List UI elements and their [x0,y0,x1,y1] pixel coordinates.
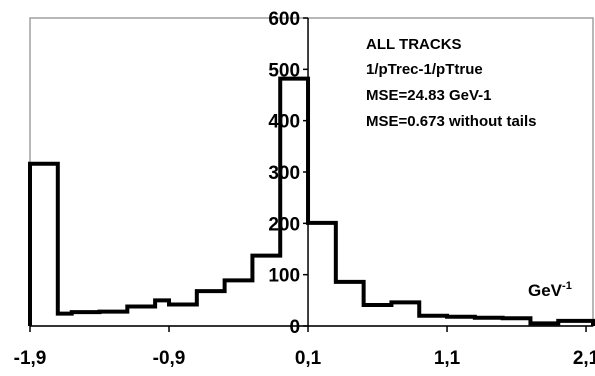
y-tick-labels: 0 100 200 300 400 500 600 [268,9,300,338]
histogram-bar [197,291,225,326]
x-tick-label: 2,1 [573,348,595,369]
y-tick-label: 100 [268,266,300,287]
annotation-quantity: 1/pTrec-1/pTtrue [366,61,483,78]
histogram-bar [169,304,197,326]
y-tick-label: 600 [268,9,300,30]
y-tick-label: 0 [289,317,300,338]
histogram-bar [127,306,155,326]
y-tick-label: 300 [268,163,300,184]
annotation-all-tracks: ALL TRACKS [366,36,462,53]
x-tick-label: 0,1 [295,348,322,369]
histogram-bar [336,282,364,326]
histogram-bar [100,312,128,326]
x-tick-label: -0,9 [153,348,186,369]
histogram-bar [308,223,336,326]
y-tick-label: 500 [268,60,300,81]
x-unit-exponent: -1 [562,280,572,292]
x-unit-base: GeV [528,281,563,300]
annotation-mse: MSE=24.83 GeV-1 [366,87,492,104]
y-tick-label: 200 [268,214,300,235]
annotation-mse-without-tails: MSE=0.673 without tails [366,113,536,130]
y-tick-label: 400 [268,112,300,133]
histogram-bar [225,280,253,326]
x-tick-labels: -1,9 -0,9 0,1 1,1 2,1 [14,348,595,369]
histogram-bar [72,312,100,326]
histogram-bar [155,300,169,326]
x-tick-label: 1,1 [434,348,461,369]
x-tick-label: -1,9 [14,348,47,369]
histogram-bar [391,302,419,326]
x-unit-label: GeV-1 [528,280,572,300]
histogram-bar [364,305,392,326]
histogram-outline [28,76,595,326]
histogram-bar [30,164,58,326]
